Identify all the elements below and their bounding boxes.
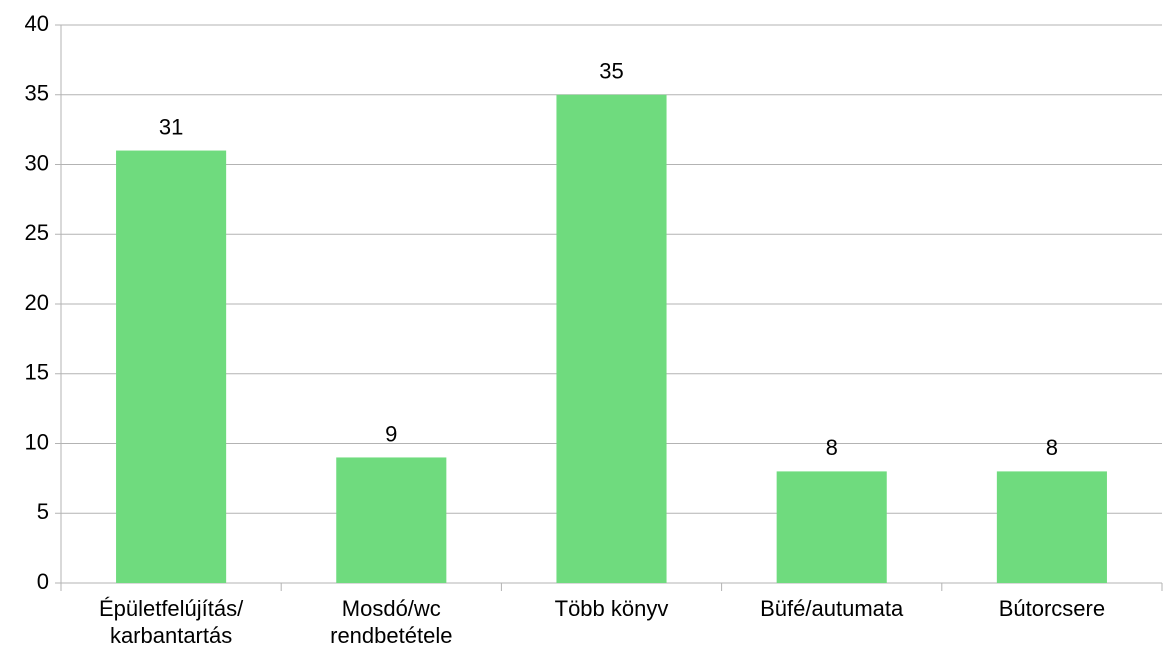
data-label: 35 [599,59,623,84]
y-tick-label: 10 [25,429,49,454]
x-tick-label: Büfé/autumata [760,596,904,621]
y-tick-label: 35 [25,81,49,106]
y-tick-label: 0 [37,569,49,594]
y-tick-label: 20 [25,290,49,315]
bar [116,150,227,584]
x-tick-label: Bútorcsere [998,596,1106,621]
data-label: 8 [826,435,838,460]
y-tick-label: 15 [25,360,49,385]
bar [556,94,667,583]
y-tick-label: 40 [25,11,49,36]
bar [776,471,887,583]
data-label: 9 [385,421,397,446]
bar [336,457,447,583]
x-tick-label: Épületfelújítás/ karbantartás [98,596,244,648]
x-tick-label: Mosdó/wc rendbetétele [330,596,453,648]
y-tick-label: 30 [25,150,49,175]
data-label: 31 [159,114,183,139]
x-tick-label: Több könyv [554,596,669,621]
y-tick-label: 5 [37,499,49,524]
y-tick-label: 25 [25,220,49,245]
data-label: 8 [1046,435,1058,460]
bar [996,471,1107,583]
